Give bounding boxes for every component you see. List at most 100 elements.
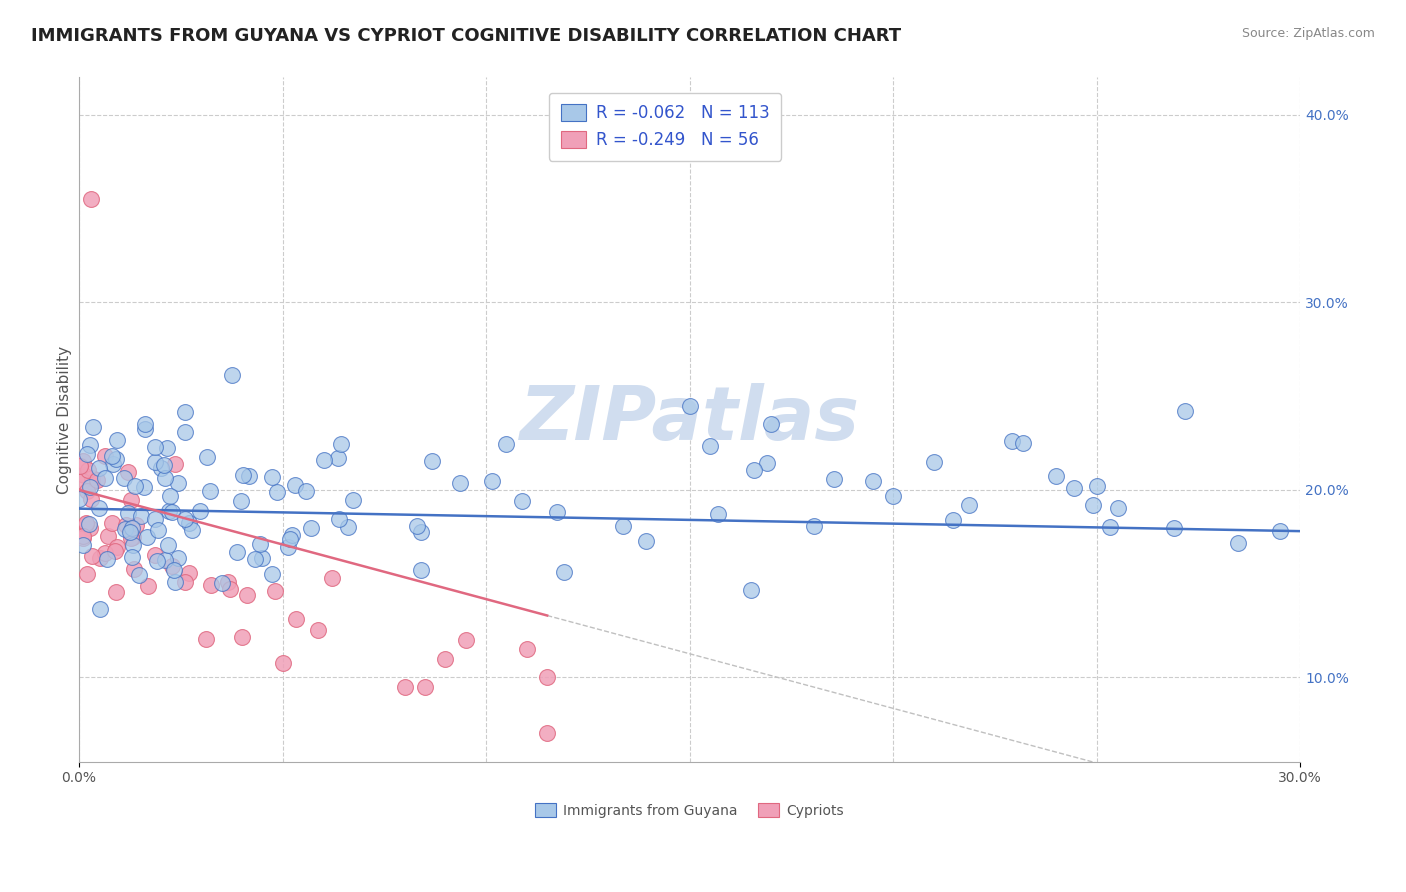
Point <box>160 505 183 519</box>
Point <box>243 552 266 566</box>
Point <box>299 521 322 535</box>
Point <box>264 584 287 599</box>
Point <box>159 489 181 503</box>
Point <box>143 548 166 562</box>
Point <box>72 529 94 543</box>
Point <box>166 476 188 491</box>
Point <box>195 632 218 646</box>
Point <box>134 417 156 431</box>
Point <box>1227 535 1250 549</box>
Point <box>249 536 271 550</box>
Point <box>82 420 104 434</box>
Point <box>104 544 127 558</box>
Point <box>134 422 156 436</box>
Point <box>238 469 260 483</box>
Point <box>72 454 94 468</box>
Point <box>105 452 128 467</box>
Point <box>218 582 240 597</box>
Point <box>67 492 90 507</box>
Point <box>330 436 353 450</box>
Point <box>188 504 211 518</box>
Point <box>76 567 98 582</box>
Point <box>80 192 103 206</box>
Point <box>72 474 94 488</box>
Point <box>121 549 143 564</box>
Point <box>145 440 167 454</box>
Point <box>342 493 364 508</box>
Point <box>405 519 427 533</box>
Point <box>742 463 765 477</box>
Point <box>89 550 111 565</box>
Point <box>86 473 108 487</box>
Point <box>153 471 176 485</box>
Point <box>328 450 350 465</box>
Point <box>105 433 128 447</box>
Point <box>94 546 117 560</box>
Point <box>79 479 101 493</box>
Point <box>1107 501 1129 516</box>
Point <box>229 493 252 508</box>
Point <box>1163 521 1185 535</box>
Point <box>740 582 762 597</box>
Point <box>89 602 111 616</box>
Point <box>75 516 97 531</box>
Point <box>612 518 634 533</box>
Text: ZIPatlas: ZIPatlas <box>520 383 859 456</box>
Point <box>252 550 274 565</box>
Point <box>420 454 443 468</box>
Legend: Immigrants from Guyana, Cypriots: Immigrants from Guyana, Cypriots <box>530 797 849 823</box>
Point <box>512 494 534 508</box>
Point <box>755 456 778 470</box>
Point <box>103 458 125 472</box>
Point <box>148 524 170 538</box>
Point <box>72 531 94 545</box>
Point <box>1268 524 1291 538</box>
Point <box>76 446 98 460</box>
Point <box>200 578 222 592</box>
Point <box>454 632 477 647</box>
Point <box>1012 436 1035 450</box>
Point <box>181 523 204 537</box>
Point <box>146 554 169 568</box>
Point <box>89 461 111 475</box>
Point <box>278 533 301 547</box>
Point <box>82 471 104 485</box>
Point <box>72 468 94 483</box>
Point <box>124 562 146 576</box>
Point <box>163 563 186 577</box>
Point <box>1083 499 1105 513</box>
Point <box>174 425 197 440</box>
Point <box>536 725 558 739</box>
Point <box>112 470 135 484</box>
Point <box>803 519 825 533</box>
Point <box>759 417 782 432</box>
Point <box>942 513 965 527</box>
Point <box>312 453 335 467</box>
Point <box>179 566 201 581</box>
Point <box>707 507 730 521</box>
Point <box>128 568 150 582</box>
Point <box>862 474 884 488</box>
Point <box>167 551 190 566</box>
Point <box>516 642 538 657</box>
Point <box>481 474 503 488</box>
Point <box>89 501 111 516</box>
Point <box>321 571 343 585</box>
Point <box>136 530 159 544</box>
Point <box>105 541 128 555</box>
Point <box>153 552 176 566</box>
Point <box>1174 404 1197 418</box>
Point <box>152 458 174 473</box>
Point <box>80 492 103 507</box>
Point <box>394 680 416 694</box>
Point <box>80 475 103 489</box>
Point <box>231 630 253 644</box>
Point <box>150 461 173 475</box>
Point <box>260 566 283 581</box>
Point <box>122 530 145 544</box>
Point <box>75 516 97 530</box>
Point <box>260 470 283 484</box>
Point <box>156 538 179 552</box>
Point <box>173 512 195 526</box>
Point <box>118 524 141 539</box>
